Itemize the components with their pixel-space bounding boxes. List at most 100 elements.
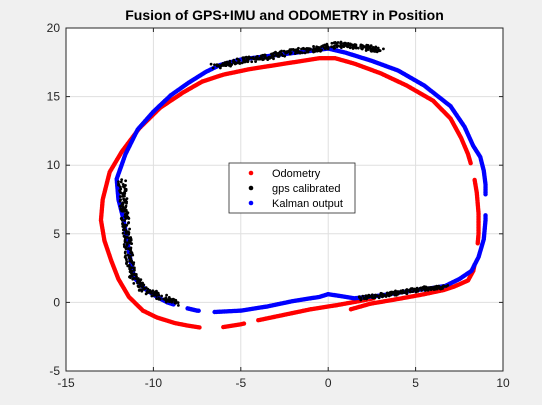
data-point <box>242 58 245 62</box>
data-point <box>420 289 424 292</box>
data-point <box>442 284 445 288</box>
data-point <box>124 232 128 235</box>
data-point <box>353 43 357 46</box>
data-series <box>98 40 488 330</box>
data-point <box>272 54 276 58</box>
data-point <box>263 53 267 57</box>
data-point <box>124 179 128 183</box>
data-point <box>119 180 123 184</box>
data-point <box>122 224 126 227</box>
data-point <box>261 57 265 61</box>
data-point <box>410 287 414 290</box>
data-point <box>374 294 377 297</box>
data-point <box>221 63 224 67</box>
data-point <box>362 45 365 49</box>
data-point <box>197 325 202 330</box>
data-point <box>228 61 232 65</box>
data-point <box>326 291 331 297</box>
data-point <box>296 51 299 54</box>
legend-marker <box>248 170 254 176</box>
data-point <box>165 293 168 297</box>
data-point <box>243 60 247 64</box>
data-point <box>120 178 124 182</box>
data-point <box>270 56 273 59</box>
data-point <box>120 202 124 206</box>
data-point <box>218 66 222 70</box>
data-point <box>132 272 136 276</box>
x-tick-label: 0 <box>325 376 332 390</box>
data-point <box>309 47 312 51</box>
data-point <box>345 42 349 46</box>
data-point <box>137 285 140 288</box>
data-point <box>391 292 394 295</box>
data-point <box>364 294 368 298</box>
data-point <box>333 46 337 50</box>
data-point <box>277 54 281 58</box>
data-point <box>361 294 365 298</box>
data-point <box>400 291 404 295</box>
data-point <box>122 228 125 232</box>
data-point <box>326 47 330 50</box>
data-point <box>346 45 349 49</box>
data-point <box>348 46 352 50</box>
data-point <box>317 45 321 49</box>
data-point <box>315 45 319 49</box>
data-point <box>124 184 127 187</box>
data-point <box>118 199 122 203</box>
data-point <box>282 49 286 53</box>
data-point <box>131 277 135 281</box>
data-point <box>321 44 325 48</box>
y-tick-label: 5 <box>53 227 60 241</box>
data-point <box>422 287 426 291</box>
data-point <box>124 208 128 212</box>
data-point <box>128 259 132 263</box>
data-point <box>364 49 368 52</box>
data-point <box>118 204 122 208</box>
data-point <box>280 49 283 53</box>
data-point <box>125 260 129 264</box>
data-point <box>299 50 303 54</box>
data-point <box>330 41 334 45</box>
data-point <box>128 241 132 245</box>
data-point <box>317 49 320 52</box>
data-point <box>121 205 125 208</box>
data-point <box>124 189 128 192</box>
data-point <box>264 56 267 60</box>
data-point <box>255 57 259 61</box>
data-point <box>117 180 120 184</box>
data-point <box>196 308 201 313</box>
data-point <box>155 297 158 301</box>
series-odometry <box>98 55 481 330</box>
data-point <box>127 236 131 240</box>
data-point <box>333 40 337 44</box>
data-point <box>339 46 343 49</box>
data-point <box>127 233 131 236</box>
data-point <box>382 293 386 297</box>
axis-ticks: -15 -10 -5 0 5 10 -5 0 5 10 15 20 <box>47 21 510 390</box>
data-point <box>367 295 371 299</box>
data-point <box>141 285 145 289</box>
data-point <box>288 48 292 52</box>
data-point <box>124 217 128 220</box>
data-point <box>235 57 239 61</box>
data-point <box>425 285 428 289</box>
data-point <box>281 54 285 58</box>
data-point <box>366 48 370 51</box>
data-point <box>157 296 161 300</box>
data-point <box>364 297 368 301</box>
data-point <box>333 44 337 48</box>
data-point <box>336 41 340 44</box>
data-point <box>132 263 135 266</box>
data-point <box>123 251 127 255</box>
data-point <box>125 244 129 247</box>
data-point <box>118 190 122 194</box>
data-point <box>123 240 127 244</box>
data-point <box>254 60 257 63</box>
legend-label: Odometry <box>272 168 321 180</box>
x-tick-label: -15 <box>57 376 75 390</box>
data-point <box>130 271 133 275</box>
legend-marker <box>248 185 254 191</box>
data-point <box>404 291 407 294</box>
y-tick-label: 0 <box>53 295 60 309</box>
